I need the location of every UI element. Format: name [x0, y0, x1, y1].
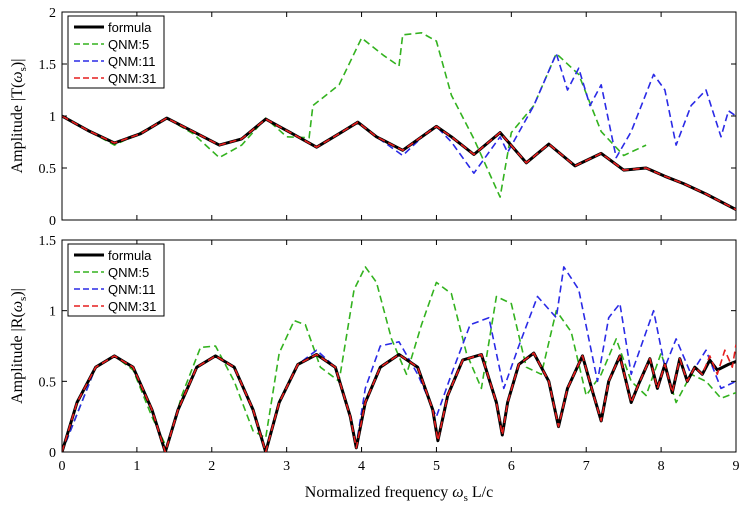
bottom-ytick-label: 1: [49, 305, 56, 320]
bottom-xtick-label: 6: [508, 459, 515, 474]
top-ytick-label: 2: [49, 6, 56, 21]
bottom-xtick-label: 5: [433, 459, 440, 474]
top-ytick-label: 1: [49, 110, 56, 125]
top-axes-box: [61, 11, 737, 221]
bottom-xtick-label: 0: [59, 459, 66, 474]
bottom-legend-label: QNM:31: [108, 299, 156, 314]
bottom-legend-label: QNM:11: [108, 282, 155, 297]
bottom-panel: 0 1 2 3 4 5 6 7 8 9 0 0.5 1 1.5 Amplitude |R(ωs)| Nor…: [9, 234, 740, 504]
top-ytick-label: 0: [49, 214, 56, 229]
bottom-xtick-label: 9: [733, 459, 740, 474]
top-legend-label: formula: [108, 20, 152, 35]
bottom-legend-label: QNM:5: [108, 265, 149, 280]
bottom-axes-box: [61, 239, 737, 453]
top-legend-label: QNM:5: [108, 37, 149, 52]
bottom-series-qnm-31: [62, 344, 736, 452]
top-ylabel: Amplitude |T(ωs)|: [9, 59, 29, 174]
top-series-qnm-31: [62, 115, 736, 211]
top-ytick-label: 1.5: [39, 58, 57, 73]
bottom-xlabel: Normalized frequency ωs L/c: [305, 484, 493, 504]
top-ytick-label: 0.5: [39, 162, 57, 177]
bottom-ytick-label: 0: [49, 446, 56, 461]
bottom-series-qnm-5: [62, 266, 736, 452]
bottom-xtick-label: 3: [283, 459, 290, 474]
bottom-legend-label: formula: [108, 248, 152, 263]
bottom-xtick-label: 1: [133, 459, 140, 474]
top-legend-label: QNM:31: [108, 71, 156, 86]
bottom-ytick-label: 1.5: [39, 234, 57, 249]
bottom-ylabel: Amplitude |R(ωs)|: [9, 288, 29, 404]
bottom-xtick-label: 4: [358, 459, 365, 474]
bottom-xtick-label: 7: [583, 459, 590, 474]
bottom-xtick-label: 8: [658, 459, 665, 474]
bottom-ytick-label: 0.5: [39, 375, 57, 390]
bottom-xtick-label: 2: [208, 459, 215, 474]
top-panel: 0 0.5 1 1.5 2 Amplitude |T(ωs)| formula QNM:5…: [9, 6, 737, 229]
top-legend-label: QNM:11: [108, 54, 155, 69]
